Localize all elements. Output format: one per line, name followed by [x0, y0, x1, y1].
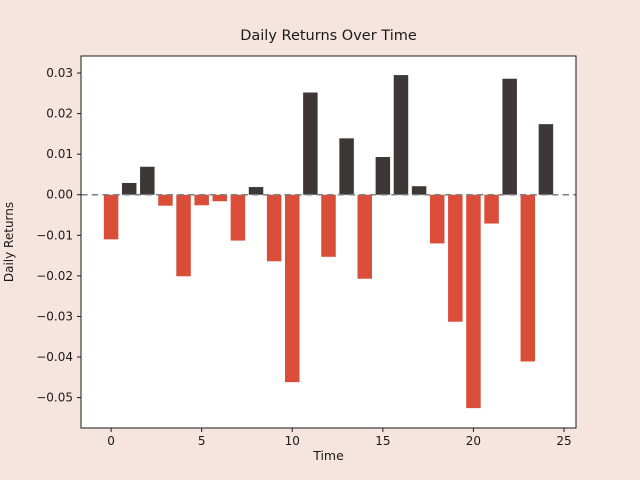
bar	[448, 194, 463, 322]
bar	[393, 75, 409, 195]
x-tick-label: 0	[107, 434, 115, 448]
y-tick-label: 0.02	[46, 107, 73, 121]
bar	[321, 194, 336, 257]
bar	[357, 194, 372, 279]
y-tick-label: 0.01	[46, 147, 73, 161]
bar	[121, 182, 137, 195]
y-tick-label: −0.02	[36, 269, 73, 283]
y-tick-label: −0.03	[36, 309, 73, 323]
bar	[248, 187, 264, 195]
bar	[140, 166, 155, 195]
bar	[303, 92, 318, 195]
bar	[230, 194, 246, 241]
x-tick-label: 15	[375, 434, 390, 448]
y-tick-label: 0.03	[46, 66, 73, 80]
bar	[411, 186, 427, 195]
x-tick-label: 20	[466, 434, 481, 448]
y-tick-label: −0.04	[36, 350, 73, 364]
bar	[176, 194, 191, 277]
y-axis-label: Daily Returns	[2, 201, 16, 283]
x-tick-label: 5	[198, 434, 206, 448]
bar	[375, 157, 391, 195]
bar	[339, 138, 354, 195]
bar	[158, 194, 173, 206]
bar	[212, 194, 228, 202]
chart-title: Daily Returns Over Time	[240, 28, 417, 44]
bar	[502, 78, 517, 195]
bar	[484, 194, 499, 224]
bar	[520, 194, 536, 362]
x-tick-label: 25	[556, 434, 571, 448]
x-axis-label: Time	[313, 448, 344, 463]
x-tick-label: 10	[285, 434, 300, 448]
y-tick-label: −0.01	[36, 228, 73, 242]
y-tick-label: 0.00	[46, 188, 73, 202]
bar	[466, 194, 481, 409]
bar	[429, 194, 445, 244]
bar	[285, 194, 300, 383]
bar	[538, 124, 554, 195]
y-tick-label: −0.05	[36, 391, 73, 405]
bar	[103, 194, 119, 240]
axes-spines	[80, 55, 577, 429]
bar	[266, 194, 282, 262]
bar	[194, 194, 209, 206]
